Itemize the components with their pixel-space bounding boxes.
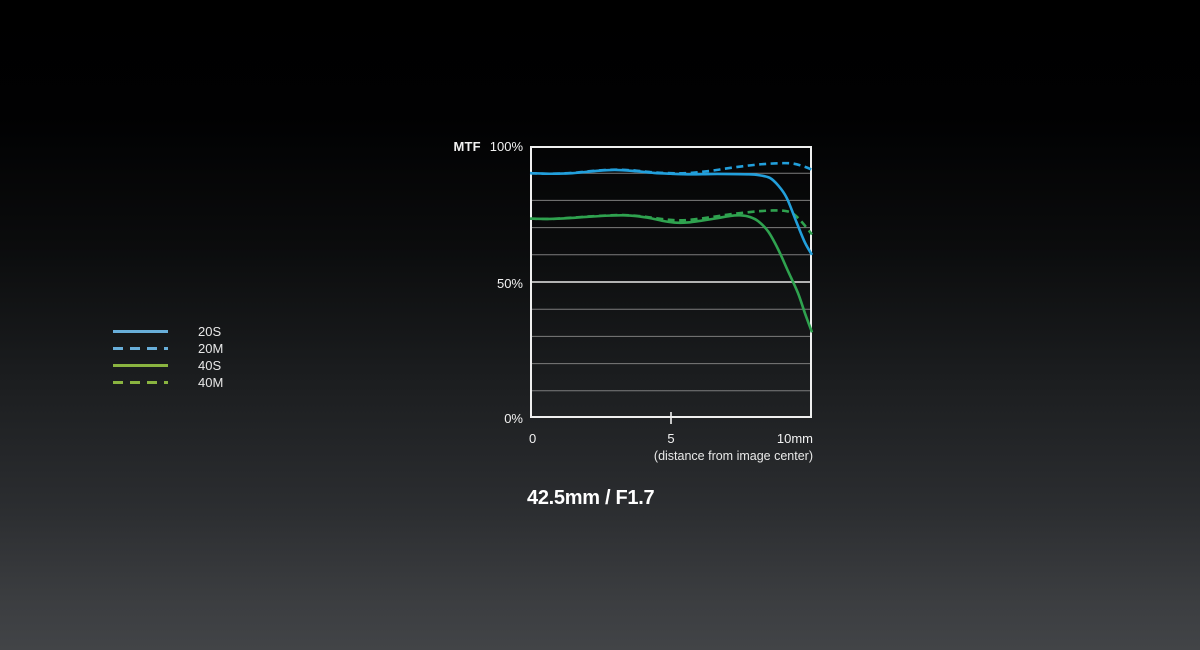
- mtf-axis-title: MTF: [453, 139, 481, 154]
- series-line-20s: [529, 168, 814, 256]
- y-tick-50: 50%: [496, 276, 523, 291]
- x-tick-5: 5: [667, 431, 675, 446]
- legend-line-40m: [113, 381, 168, 384]
- legend-line-20m: [113, 347, 168, 350]
- chart-legend: 20S 20M 40S 40M: [113, 323, 223, 391]
- y-tick-100: 100%: [489, 139, 523, 154]
- legend-line-20s: [113, 330, 168, 333]
- y-tick-0: 0%: [504, 411, 523, 426]
- mtf-chart-plot-area: [529, 146, 814, 424]
- y-axis-top-label: MTF 100%: [440, 139, 523, 154]
- legend-label: 20M: [198, 341, 224, 356]
- x-tick-0: 0: [529, 431, 537, 446]
- legend-label: 40S: [198, 358, 222, 373]
- legend-item-40s: 40S: [113, 357, 223, 374]
- lens-spec-title: 42.5mm / F1.7: [527, 487, 655, 509]
- legend-item-40m: 40M: [113, 374, 223, 391]
- series-line-20m: [529, 161, 813, 176]
- legend-line-40s: [113, 364, 168, 367]
- legend-label: 20S: [198, 324, 222, 339]
- series-line-40s: [529, 213, 814, 333]
- mtf-chart-canvas: [529, 146, 814, 424]
- x-axis-caption: (distance from image center): [653, 449, 813, 463]
- legend-item-20s: 20S: [113, 323, 223, 340]
- legend-item-20m: 20M: [113, 340, 223, 357]
- legend-label: 40M: [198, 375, 224, 390]
- x-tick-10mm: 10mm: [776, 431, 813, 446]
